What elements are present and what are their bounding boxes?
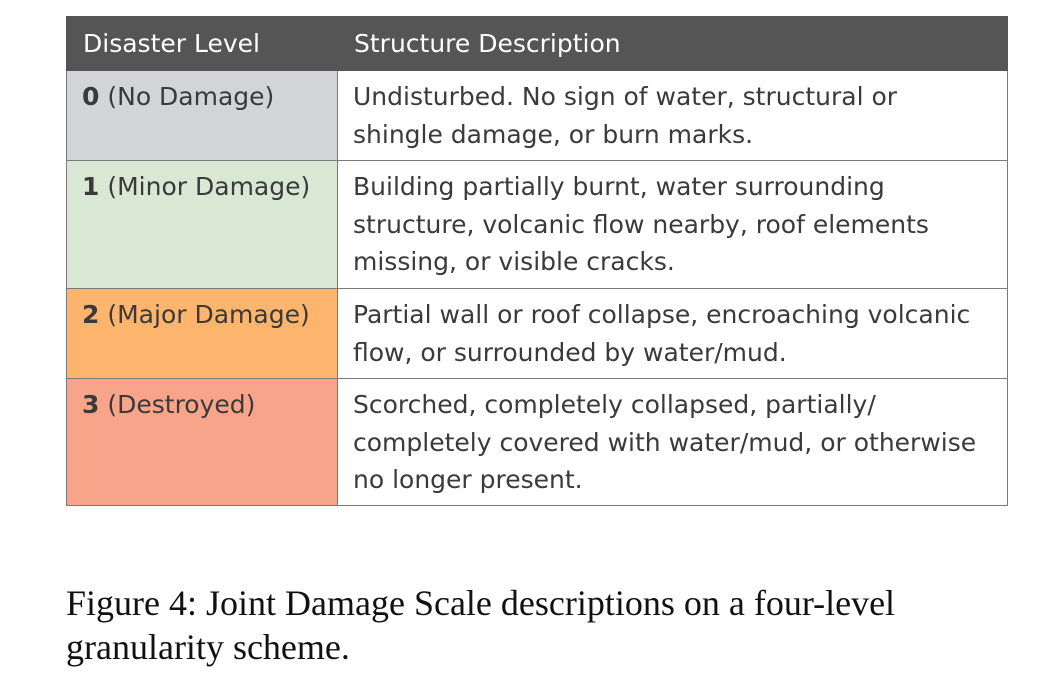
level-number: 0 [82, 82, 100, 111]
figure-caption: Figure 4: Joint Damage Scale description… [66, 583, 896, 667]
level-label: (Destroyed) [107, 390, 256, 419]
level-cell: 0 (No Damage) [66, 70, 338, 161]
description-cell: Scorched, completely collapsed, partiall… [337, 378, 1008, 506]
column-header-disaster-level: Disaster Level [66, 16, 338, 71]
level-label: (Minor Damage) [107, 172, 311, 201]
description-cell: Partial wall or roof collapse, encroachi… [337, 288, 1008, 379]
level-cell: 3 (Destroyed) [66, 378, 338, 506]
table-row: 2 (Major Damage) Partial wall or roof co… [66, 288, 1008, 379]
table-row: 1 (Minor Damage) Building partially burn… [66, 160, 1008, 289]
table-row: 3 (Destroyed) Scorched, completely colla… [66, 378, 1008, 506]
description-cell: Building partially burnt, water surround… [337, 160, 1008, 289]
damage-scale-table: Disaster Level Structure Description 0 (… [66, 16, 1008, 506]
level-number: 1 [82, 172, 100, 201]
table-header-row: Disaster Level Structure Description [66, 16, 1008, 71]
table-row: 0 (No Damage) Undisturbed. No sign of wa… [66, 70, 1008, 161]
level-number: 3 [82, 390, 100, 419]
level-label: (No Damage) [107, 82, 275, 111]
level-cell: 2 (Major Damage) [66, 288, 338, 379]
level-label: (Major Damage) [107, 300, 310, 329]
level-cell: 1 (Minor Damage) [66, 160, 338, 289]
level-number: 2 [82, 300, 100, 329]
description-cell: Undisturbed. No sign of water, structura… [337, 70, 1008, 161]
column-header-structure-description: Structure Description [337, 16, 1008, 71]
